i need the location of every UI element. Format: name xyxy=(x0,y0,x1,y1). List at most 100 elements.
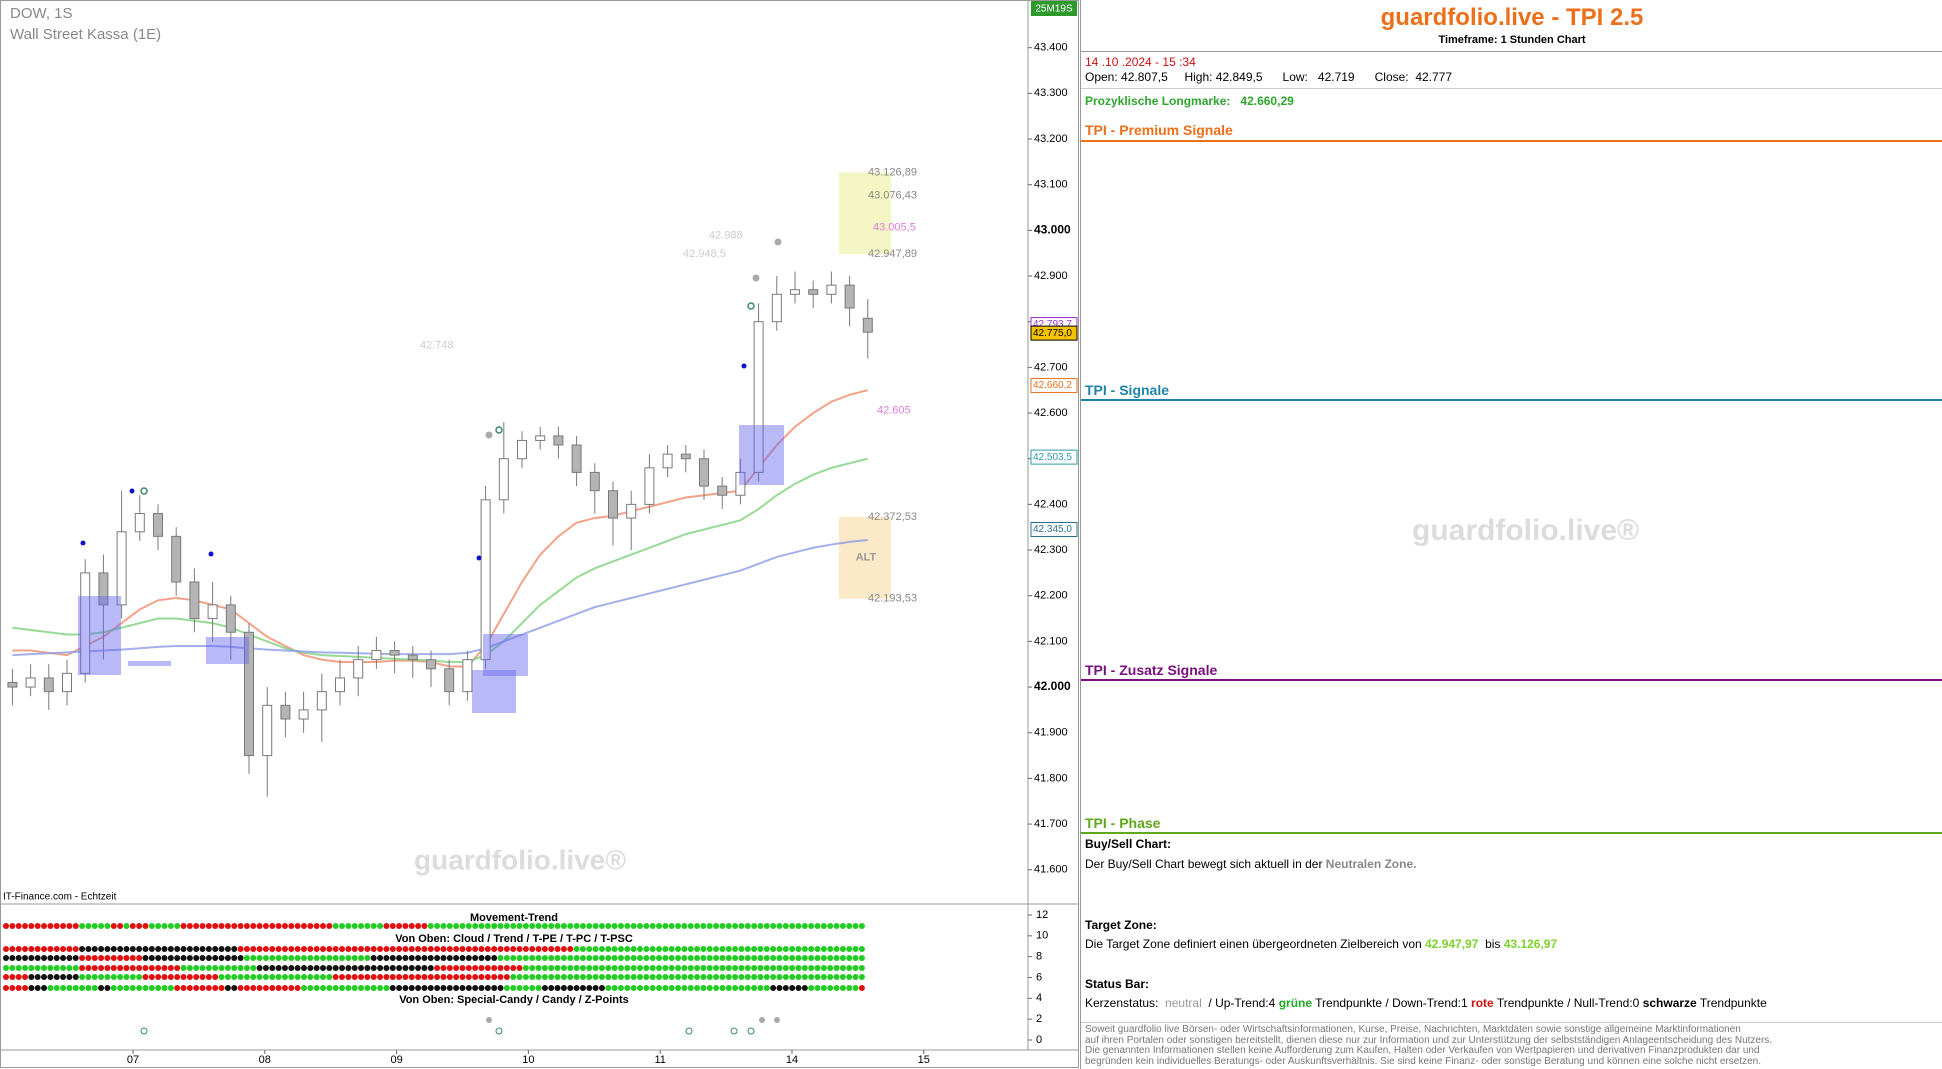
indicator-dot xyxy=(472,946,479,952)
indicator-run xyxy=(79,923,111,929)
indicator-dot xyxy=(681,955,688,961)
indicator-dot xyxy=(427,955,434,961)
indicator-dot xyxy=(744,923,751,929)
indicator-dot xyxy=(732,923,739,929)
indicator-dot xyxy=(732,946,739,952)
indicator-dot xyxy=(522,955,529,961)
z-point xyxy=(685,1027,693,1035)
candle-body xyxy=(98,572,109,606)
status-text: Kerzenstatus: neutral / Up-Trend:4 grüne… xyxy=(1085,996,1767,1010)
indicator-run xyxy=(770,985,808,991)
indicator-dot xyxy=(434,965,441,971)
indicator-dot xyxy=(269,985,276,991)
indicator-dot xyxy=(313,955,320,961)
indicator-dot xyxy=(383,923,390,929)
y-tick-label: 42.300 xyxy=(1034,544,1068,556)
indicator-dot xyxy=(123,946,130,952)
indicator-dot xyxy=(776,923,783,929)
candle-body xyxy=(844,284,855,309)
indicator-dot xyxy=(738,955,745,961)
indicator-dot xyxy=(757,946,764,952)
indicator-dot xyxy=(833,965,840,971)
indicator-dot xyxy=(598,974,605,980)
indicator-dot xyxy=(300,955,307,961)
indicator-dot xyxy=(28,985,35,991)
indicator-dot xyxy=(795,955,802,961)
candle-body xyxy=(662,453,673,469)
indicator-dot xyxy=(472,955,479,961)
indicator-dot xyxy=(91,946,98,952)
signal-box xyxy=(78,596,121,675)
indicator-dot xyxy=(60,974,67,980)
candle-body xyxy=(171,535,182,583)
indicator-dot xyxy=(41,946,48,952)
indicator-dot xyxy=(224,985,231,991)
indicator-dot xyxy=(744,946,751,952)
indicator-dot xyxy=(377,965,384,971)
indicator-dot xyxy=(548,955,555,961)
indicator-dot xyxy=(218,974,225,980)
indicator-dot xyxy=(852,974,859,980)
indicator-dot xyxy=(129,955,136,961)
candle-body xyxy=(43,677,54,693)
indicator-dot xyxy=(782,955,789,961)
indicator-dot xyxy=(782,965,789,971)
indicator-dot xyxy=(358,974,365,980)
indicator-dot xyxy=(383,955,390,961)
indicator-dot xyxy=(529,965,536,971)
indicator-dot xyxy=(98,985,105,991)
open-label: Open: xyxy=(1085,70,1118,84)
indicator-dot xyxy=(548,923,555,929)
text: grüne xyxy=(1278,996,1313,1010)
indicator-dot xyxy=(478,985,485,991)
indicator-dot xyxy=(687,946,694,952)
indicator-dot xyxy=(53,974,60,980)
indicator-dot xyxy=(237,923,244,929)
indicator-dot xyxy=(300,974,307,980)
annotation: 42.988 xyxy=(709,230,743,242)
candle-body xyxy=(207,604,218,620)
indicator-dot xyxy=(117,946,124,952)
signal-grey xyxy=(485,431,493,439)
indicator-dot xyxy=(491,923,498,929)
indicator-dot xyxy=(15,974,22,980)
indicator-dot xyxy=(503,955,510,961)
indicator-dot xyxy=(218,955,225,961)
indicator-dot xyxy=(459,923,466,929)
indicator-dot xyxy=(332,923,339,929)
annotation: 43.076,43 xyxy=(868,189,917,201)
indicator-dot xyxy=(472,985,479,991)
indicator-dot xyxy=(770,965,777,971)
indicator-dot xyxy=(9,946,16,952)
indicator-dot xyxy=(472,923,479,929)
indicator-dot xyxy=(510,965,517,971)
indicator-dot xyxy=(34,955,41,961)
indicator-dot xyxy=(833,985,840,991)
indicator-dot xyxy=(630,923,637,929)
indicator-run xyxy=(497,955,865,961)
indicator-dot xyxy=(643,923,650,929)
indicator-dot xyxy=(218,923,225,929)
indicator-dot xyxy=(770,923,777,929)
candle-body xyxy=(62,672,72,693)
indicator-run xyxy=(332,923,384,929)
indicator-dot xyxy=(313,923,320,929)
indicator-dot xyxy=(237,946,244,952)
indicator-dot xyxy=(662,923,669,929)
buysell-heading: Buy/Sell Chart: xyxy=(1085,837,1172,851)
indicator-dot xyxy=(820,974,827,980)
indicator-dot xyxy=(586,923,593,929)
indicator-dot xyxy=(250,946,257,952)
indicator-dot xyxy=(320,974,326,980)
indicator-dot xyxy=(212,946,219,952)
y-tick-label: 42.100 xyxy=(1034,635,1068,647)
indicator-run xyxy=(110,923,124,929)
target-to: 43.126,97 xyxy=(1503,937,1558,951)
indicator-dot xyxy=(218,985,225,991)
indicator-dot xyxy=(262,955,269,961)
indicator-dot xyxy=(22,955,29,961)
indicator-dot xyxy=(41,955,48,961)
text: neutral xyxy=(1165,996,1202,1010)
indicator-dot xyxy=(136,974,143,980)
indicator-dot xyxy=(675,923,682,929)
